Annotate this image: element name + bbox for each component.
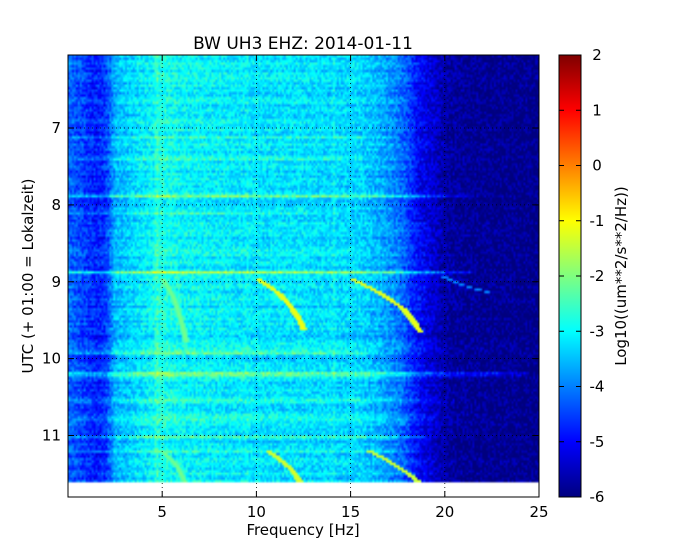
plot-area: 5 10 15 20 25 7 8 9 10 11 — [42, 54, 549, 521]
x-axis-label: Frequency [Hz] — [246, 521, 359, 539]
x-tick-label: 15 — [341, 503, 360, 521]
y-tick-label: 7 — [51, 119, 61, 137]
y-axis: 7 8 9 10 11 — [42, 119, 539, 445]
x-axis: 5 10 15 20 25 — [157, 55, 549, 521]
colorbar-tick-label: -1 — [590, 212, 605, 230]
colorbar-ticks: -6 -5 -4 -3 -2 -1 0 1 2 — [559, 46, 604, 506]
colorbar-tick-label: -4 — [590, 378, 605, 396]
chart-title: BW UH3 EHZ: 2014-01-11 — [193, 34, 413, 54]
y-axis-label: UTC (+ 01:00 = Lokalzeit) — [19, 178, 37, 373]
colorbar-tick-label: -2 — [590, 267, 605, 285]
x-tick-label: 10 — [247, 503, 266, 521]
colorbar-label: Log10((um**2/s**2/Hz)) — [612, 186, 630, 366]
y-tick-label: 9 — [51, 273, 61, 291]
colorbar-gradient — [559, 55, 581, 497]
y-tick-label: 8 — [51, 196, 61, 214]
plot-frame — [67, 54, 540, 498]
colorbar-tick-label: 1 — [592, 101, 602, 119]
colorbar: -6 -5 -4 -3 -2 -1 0 1 2 — [558, 46, 604, 506]
x-tick-label: 5 — [157, 503, 167, 521]
y-tick-label: 11 — [42, 427, 61, 445]
grid — [68, 55, 539, 497]
spectrogram-heatmap — [68, 55, 539, 497]
x-tick-label: 20 — [435, 503, 454, 521]
y-tick-label: 10 — [42, 350, 61, 368]
colorbar-tick-label: 0 — [592, 157, 602, 175]
colorbar-tick-label: -6 — [590, 488, 605, 506]
x-tick-label: 25 — [529, 503, 548, 521]
colorbar-tick-label: -3 — [590, 322, 605, 340]
colorbar-tick-label: -5 — [590, 433, 605, 451]
colorbar-tick-label: 2 — [592, 46, 602, 64]
